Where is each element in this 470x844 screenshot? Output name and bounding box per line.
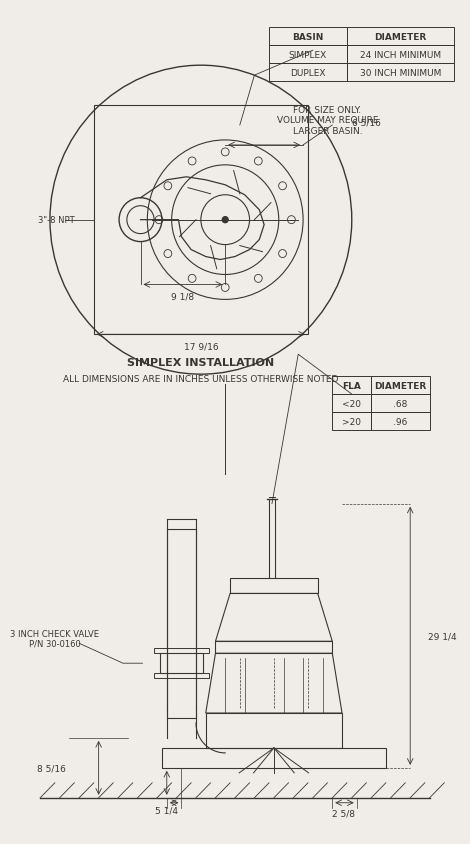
Text: SIMPLEX INSTALLATION: SIMPLEX INSTALLATION bbox=[127, 358, 274, 368]
Text: FLA: FLA bbox=[342, 381, 361, 390]
Bar bbox=[269, 46, 347, 64]
Text: .96: .96 bbox=[393, 417, 407, 426]
Bar bbox=[154, 674, 209, 679]
Text: BASIN: BASIN bbox=[292, 33, 324, 41]
Text: 2 5/8: 2 5/8 bbox=[332, 809, 355, 817]
Text: <20: <20 bbox=[342, 399, 361, 408]
Text: 17 9/16: 17 9/16 bbox=[184, 343, 218, 351]
Bar bbox=[371, 395, 430, 413]
Text: DUPLEX: DUPLEX bbox=[290, 68, 326, 78]
Bar bbox=[162, 748, 386, 768]
Bar bbox=[154, 648, 209, 653]
Text: 29 1/4: 29 1/4 bbox=[428, 632, 456, 641]
Bar bbox=[332, 376, 371, 395]
Bar bbox=[347, 64, 454, 82]
Text: DIAMETER: DIAMETER bbox=[374, 381, 427, 390]
Text: 24 INCH MINIMUM: 24 INCH MINIMUM bbox=[360, 51, 441, 60]
Bar bbox=[332, 395, 371, 413]
Bar bbox=[269, 28, 347, 46]
Text: DIAMETER: DIAMETER bbox=[374, 33, 427, 41]
Text: SIMPLEX: SIMPLEX bbox=[289, 51, 327, 60]
Text: 6 5/16: 6 5/16 bbox=[352, 118, 381, 127]
Bar bbox=[167, 529, 196, 718]
Text: .68: .68 bbox=[393, 399, 407, 408]
Bar bbox=[94, 106, 308, 335]
Bar bbox=[269, 64, 347, 82]
Bar bbox=[206, 713, 342, 748]
Bar bbox=[215, 641, 332, 653]
Bar bbox=[347, 46, 454, 64]
Bar bbox=[347, 28, 454, 46]
Text: 5 1/4: 5 1/4 bbox=[155, 805, 178, 814]
Bar bbox=[230, 579, 318, 593]
Text: 3"-8 NPT: 3"-8 NPT bbox=[38, 216, 75, 225]
Text: ALL DIMENSIONS ARE IN INCHES UNLESS OTHERWISE NOTED: ALL DIMENSIONS ARE IN INCHES UNLESS OTHE… bbox=[63, 374, 338, 383]
Text: 30 INCH MINIMUM: 30 INCH MINIMUM bbox=[360, 68, 441, 78]
Text: FOR SIZE ONLY.
VOLUME MAY REQUIRE
LARGER BASIN.: FOR SIZE ONLY. VOLUME MAY REQUIRE LARGER… bbox=[277, 106, 378, 136]
Text: 3 INCH CHECK VALVE
P/N 30-0160: 3 INCH CHECK VALVE P/N 30-0160 bbox=[10, 629, 99, 648]
Bar bbox=[371, 376, 430, 395]
Bar bbox=[371, 413, 430, 430]
Circle shape bbox=[222, 218, 228, 224]
Bar bbox=[332, 413, 371, 430]
Text: >20: >20 bbox=[342, 417, 361, 426]
Bar bbox=[160, 653, 203, 674]
Text: 8 5/16: 8 5/16 bbox=[38, 764, 66, 772]
Text: 9 1/8: 9 1/8 bbox=[171, 293, 194, 301]
